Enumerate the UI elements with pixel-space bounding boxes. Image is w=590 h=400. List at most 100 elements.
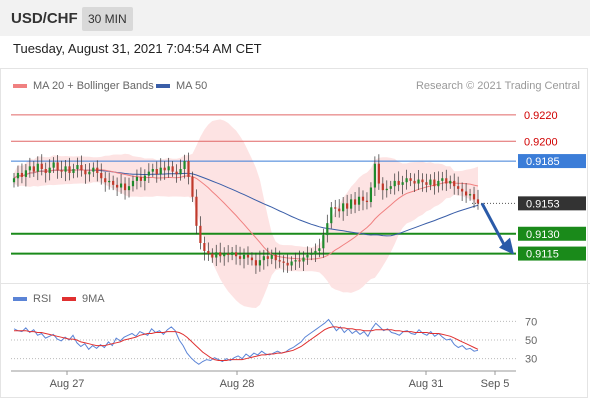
candle [421, 173, 424, 192]
timeframe-badge[interactable]: 30 MIN [82, 7, 133, 31]
candle [12, 172, 16, 188]
candle-body [24, 170, 27, 177]
candle-body [294, 260, 297, 262]
candle-body [397, 180, 400, 185]
candle-body [278, 260, 281, 262]
candle-body [373, 163, 376, 188]
candle-body [461, 188, 464, 192]
candle [72, 163, 75, 179]
candle-body [254, 260, 258, 266]
candle [123, 177, 127, 200]
candle-body [56, 162, 59, 171]
chart-frame [0, 68, 588, 398]
candle [476, 189, 480, 210]
candle [108, 172, 111, 190]
candle-body [203, 243, 206, 251]
candle-body [413, 180, 416, 184]
candle-body [322, 235, 325, 249]
candle-body [238, 256, 242, 259]
ma20-swatch [13, 84, 27, 88]
candle [270, 249, 273, 265]
candle-body [100, 172, 103, 179]
candle-body [199, 225, 202, 243]
candle-body [437, 180, 440, 187]
candle-body [377, 163, 380, 184]
candle-body [159, 167, 162, 175]
candle [330, 202, 333, 229]
candle-body [32, 166, 35, 172]
candle-body [211, 253, 214, 258]
candle [294, 252, 297, 270]
candle [346, 194, 349, 217]
candle [314, 243, 317, 263]
level-label-resistance: 0.9220 [524, 110, 558, 122]
candle-body [282, 261, 285, 263]
candle-body [298, 260, 301, 262]
candle [274, 247, 277, 269]
candle [242, 248, 246, 269]
candle [246, 246, 250, 265]
candle [64, 160, 67, 182]
candle [84, 163, 87, 184]
candle-body [151, 169, 154, 172]
candle-body [266, 256, 269, 259]
level-label-support: 0.9115 [526, 249, 559, 261]
candle-body [346, 203, 349, 209]
candle [357, 187, 361, 212]
candle-body [433, 179, 436, 187]
candle [385, 180, 388, 198]
bollinger-band [14, 119, 478, 309]
candle-body [302, 257, 305, 262]
candle [405, 169, 408, 190]
candle [472, 186, 476, 208]
legend-ma20-label: MA 20 + Bollinger Bands [33, 80, 154, 92]
candle-body [262, 256, 265, 261]
candle [234, 244, 238, 265]
candle [151, 163, 154, 177]
candle-body [147, 171, 150, 176]
candle-body [357, 196, 361, 205]
candle [175, 164, 178, 183]
candle [223, 247, 226, 266]
candle [334, 199, 337, 218]
candle-body [80, 165, 83, 171]
candle-body [68, 166, 71, 173]
level-label-bg-support [518, 246, 586, 261]
candle-body [163, 167, 166, 171]
candle [250, 252, 254, 266]
candle-body [183, 161, 186, 169]
candle [349, 194, 353, 214]
candle [286, 254, 289, 273]
candle-body [425, 182, 428, 185]
candle-body [44, 169, 47, 173]
candle-body [187, 161, 190, 177]
candle-body [234, 252, 238, 257]
candle-body [12, 178, 16, 183]
candle [397, 171, 400, 192]
candle [365, 192, 369, 210]
candle-body [314, 250, 317, 254]
candle-body [274, 254, 277, 261]
candle [377, 154, 380, 190]
candle-body [48, 167, 51, 173]
candle-body [349, 199, 353, 209]
candle [369, 182, 373, 208]
candle-body [207, 250, 210, 254]
candle-body [421, 179, 424, 183]
candle-body [361, 196, 365, 201]
candle [266, 247, 269, 267]
candle-body [171, 166, 174, 172]
candle-body [270, 254, 273, 259]
candle-body [417, 179, 420, 184]
candle-body [135, 176, 139, 181]
candle-body [338, 208, 341, 212]
candle [258, 250, 261, 272]
legend-ma50: MA 50 [156, 80, 207, 92]
candle-body [64, 166, 67, 172]
candle-body [16, 172, 20, 179]
candle [361, 190, 365, 211]
candle-body [72, 169, 75, 173]
rsi-line [13, 318, 479, 365]
candle [171, 161, 174, 177]
